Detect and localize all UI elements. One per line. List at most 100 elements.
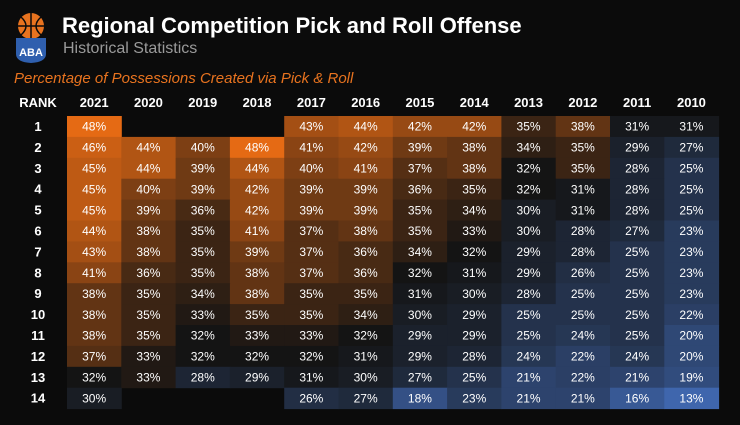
cell-value: 24% [517,350,541,364]
cell-value: 45% [82,182,106,196]
heatmap-cell [229,262,285,284]
cell-value: 35% [136,287,160,301]
heatmap-cell [67,220,122,242]
cell-value: 46% [82,141,106,155]
cell-value: 35% [191,245,215,259]
column-header: 2013 [514,95,543,110]
cell-value: 19% [679,370,703,384]
heatmap-cell [610,136,665,159]
heatmap-cell [175,157,231,180]
column-header: 2021 [80,95,109,110]
cell-value: 39% [191,161,215,175]
heatmap-cell [175,241,231,263]
heatmap-cell [338,157,394,180]
heatmap-cell [175,345,231,368]
cell-value: 31% [625,120,649,134]
cell-value: 38% [82,329,106,343]
cell-value: 22% [679,308,703,322]
heatmap-cell [447,366,502,389]
cell-value: 28% [462,350,486,364]
heatmap-cell [121,199,177,221]
heatmap-cell [338,304,394,326]
cell-value: 44% [82,224,106,238]
heatmap-cell [338,387,394,410]
heatmap-cell [555,283,611,305]
heatmap-cell [229,304,285,326]
logo-text: ABA [19,47,43,59]
cell-value: 25% [517,329,541,343]
cell-value: 21% [517,370,541,384]
cell-value: 32% [462,245,486,259]
heatmap-cell [664,136,720,159]
cell-value: 33% [299,329,323,343]
heatmap-cell [610,366,665,389]
heatmap-cell [67,178,122,201]
heatmap-cell [447,178,502,201]
cell-value: 25% [625,245,649,259]
heatmap-cell [175,199,231,221]
cell-value: 27% [679,141,703,155]
cell-value: 23% [679,224,703,238]
cell-value: 30% [517,203,541,217]
heatmap-cell [501,199,557,221]
heatmap-cell [67,262,122,284]
cell-value: 29% [517,245,541,259]
heatmap-cell [67,325,122,347]
cell-value: 38% [571,120,595,134]
cell-value: 31% [679,120,703,134]
cell-value: 13% [679,391,703,405]
row-label: 9 [34,286,41,301]
cell-value: 34% [408,245,432,259]
heatmap-cell [447,304,502,326]
cell-value: 48% [245,141,269,155]
cell-value: 39% [354,182,378,196]
heatmap-cell [229,157,285,180]
heatmap-cell [555,304,611,326]
row-label: 1 [34,119,41,134]
column-header: 2018 [243,95,272,110]
heatmap-cell [610,345,665,368]
cell-value: 21% [517,391,541,405]
heatmap-cell [501,136,557,159]
heatmap-cell [338,116,394,138]
cell-value: 40% [191,141,215,155]
heatmap-cell [284,345,339,368]
heatmap-cell [392,116,448,138]
heatmap-cell [664,262,720,284]
heatmap-cell [284,387,339,410]
cell-value: 35% [299,287,323,301]
heatmap-cell [555,387,611,410]
cell-value: 37% [408,161,432,175]
cell-value: 35% [245,308,269,322]
heatmap-cell [447,241,502,263]
cell-value: 25% [679,203,703,217]
cell-value: 23% [462,391,486,405]
heatmap-cell [392,262,448,284]
cell-value: 39% [299,182,323,196]
heatmap-cell [67,283,122,305]
cell-value: 29% [462,308,486,322]
heatmap-cell [664,366,720,389]
cell-value: 35% [462,182,486,196]
cell-value: 23% [679,245,703,259]
heatmap-cell [338,262,394,284]
cell-value: 39% [245,245,269,259]
cell-value: 33% [462,224,486,238]
cell-value: 35% [571,141,595,155]
heatmap-cell [121,241,177,263]
cell-value: 38% [354,224,378,238]
cell-value: 31% [571,203,595,217]
cell-value: 32% [517,161,541,175]
cell-value: 44% [245,161,269,175]
cell-value: 25% [571,287,595,301]
cell-value: 33% [245,329,269,343]
heatmap-cell [284,136,339,159]
column-header: 2016 [351,95,380,110]
cell-value: 31% [571,182,595,196]
cell-value: 40% [136,182,160,196]
heatmap-cell [121,136,177,159]
cell-value: 45% [82,161,106,175]
column-header: 2010 [677,95,706,110]
cell-value: 25% [517,308,541,322]
heatmap-cell [392,345,448,368]
